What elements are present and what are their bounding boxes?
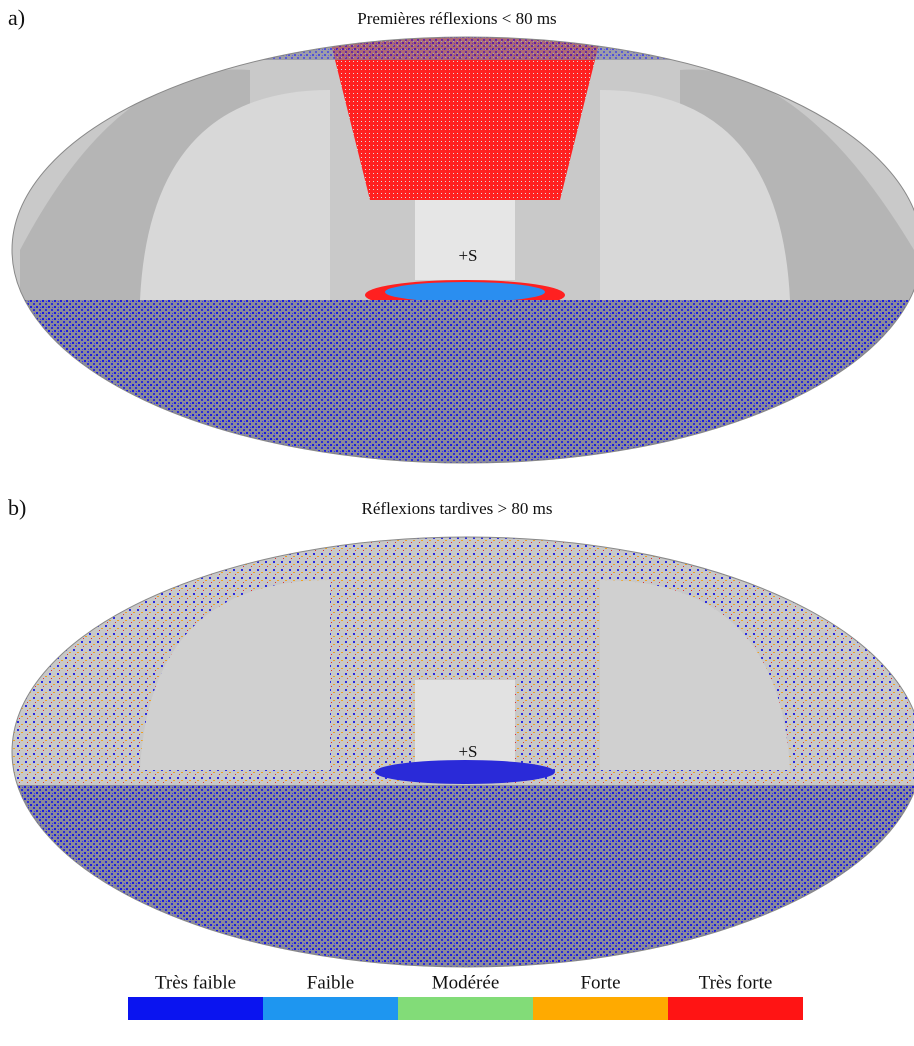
legend-swatch [668,997,803,1020]
panel-label: b) [8,495,26,520]
legend: Très faible Faible Modérée Forte Très forte [128,972,803,1020]
legend-swatch [398,997,533,1020]
panel-title: Réflexions tardives > 80 ms [362,499,553,518]
panorama-a [12,37,914,463]
legend-label: Forte [580,972,620,993]
source-marker: +S [458,246,477,265]
legend-label: Très forte [699,972,773,993]
panel-label: a) [8,5,25,30]
legend-label: Modérée [432,972,500,993]
legend-swatch [128,997,263,1020]
legend-label: Faible [307,972,355,993]
panorama-b [12,537,914,967]
legend-swatch [263,997,398,1020]
source-marker: +S [458,742,477,761]
legend-swatch [533,997,668,1020]
legend-label: Très faible [155,972,236,993]
panel-title: Premières réflexions < 80 ms [357,9,556,28]
panorama-outline [11,536,914,968]
panorama-outline [11,36,914,464]
